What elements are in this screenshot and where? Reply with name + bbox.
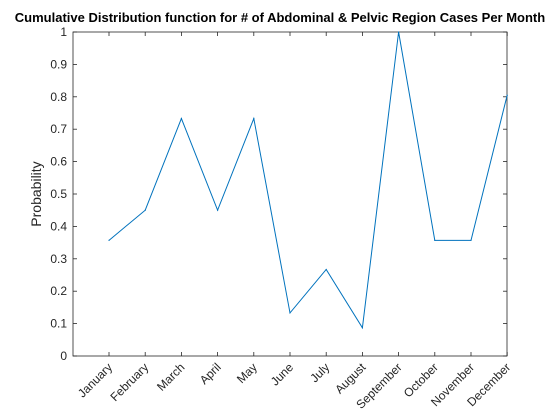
- y-tick-label: 0.9: [50, 57, 67, 71]
- y-tick-label: 0.1: [50, 317, 67, 331]
- data-point: [506, 94, 508, 96]
- data-point: [361, 327, 363, 329]
- data-point: [398, 31, 400, 33]
- data-point: [253, 117, 255, 120]
- y-tick-label: 0.3: [50, 252, 67, 266]
- y-tick-label: 0.5: [50, 187, 67, 201]
- y-axis-label: Probability: [28, 161, 44, 226]
- y-tick-label: 0.6: [50, 155, 67, 169]
- data-point: [470, 239, 472, 241]
- data-point: [434, 239, 436, 241]
- y-tick-label: 0.7: [50, 122, 67, 136]
- data-point: [108, 239, 110, 241]
- y-tick-label: 0.8: [50, 90, 67, 104]
- series-line: [108, 31, 508, 330]
- y-tick-label: 1: [60, 25, 67, 39]
- data-point: [180, 117, 182, 120]
- data-point: [325, 268, 327, 271]
- y-tick-label: 0.4: [50, 219, 67, 233]
- y-tick-label: 0.2: [50, 284, 67, 298]
- chart-title: Cumulative Distribution function for # o…: [15, 10, 545, 25]
- data-point: [289, 312, 291, 314]
- data-point: [144, 209, 146, 211]
- data-point: [217, 209, 219, 211]
- y-tick-label: 0: [60, 349, 67, 363]
